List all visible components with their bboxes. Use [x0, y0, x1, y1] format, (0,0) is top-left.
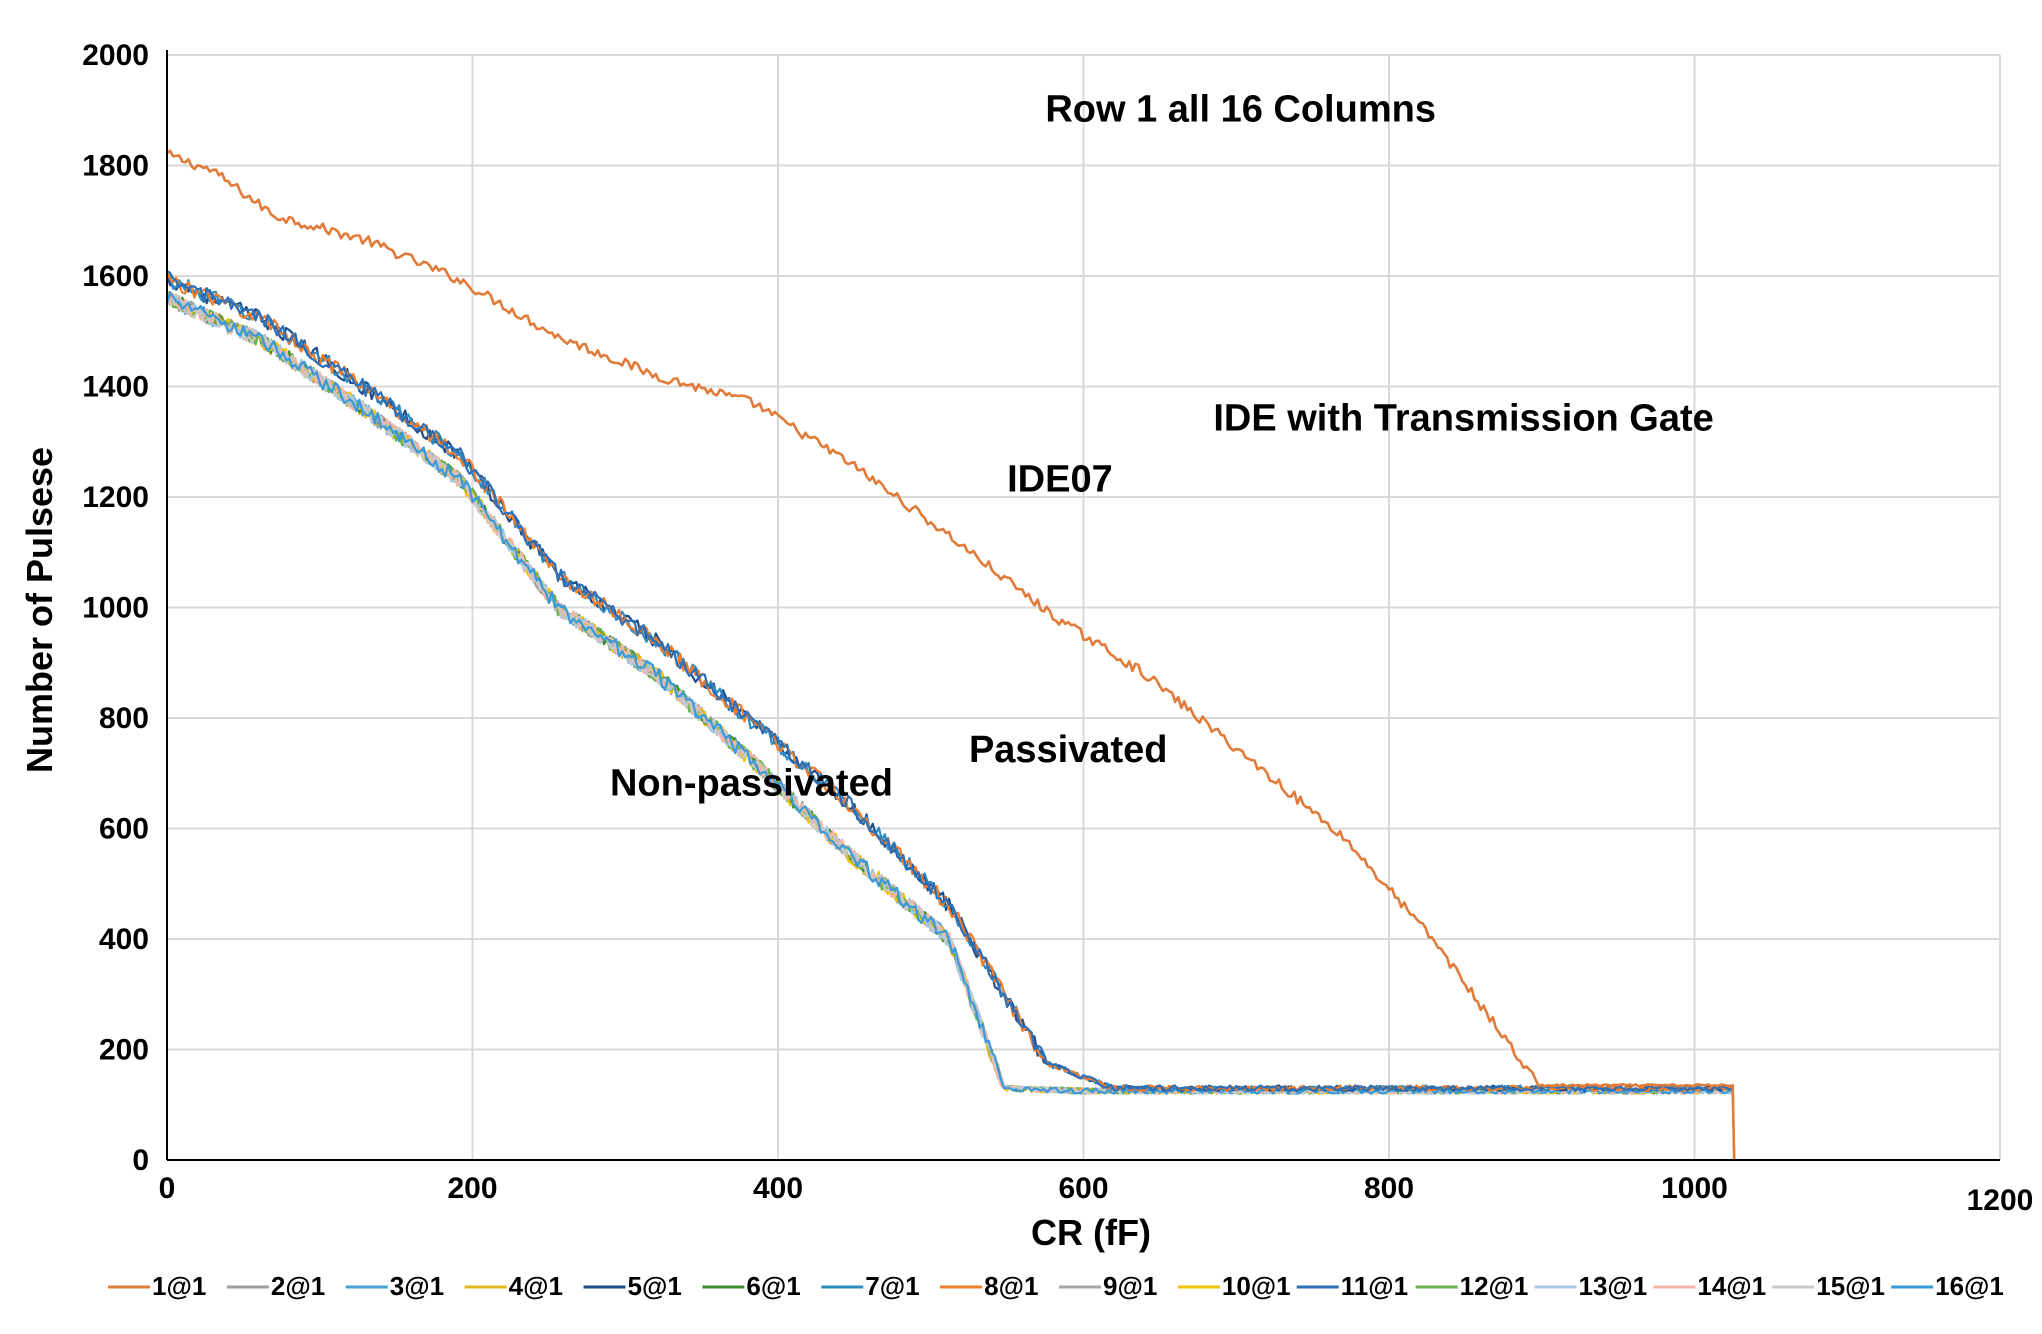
legend-label-7@1: 7@1: [865, 1271, 919, 1301]
legend-label-12@1: 12@1: [1460, 1271, 1529, 1301]
legend-label-6@1: 6@1: [746, 1271, 800, 1301]
legend-label-15@1: 15@1: [1816, 1271, 1885, 1301]
series-layer: [165, 149, 1736, 1161]
annotation-0: Row 1 all 16 Columns: [1045, 88, 1436, 130]
y-tick-label: 0: [132, 1144, 149, 1177]
legend: 1@1 2@1 3@1 4@1 5@1 6@1 7@1 8@1 9@1 10@1 11@1 12@1 1…: [108, 1271, 2004, 1301]
legend-label-3@1: 3@1: [390, 1271, 444, 1301]
legend-label-5@1: 5@1: [628, 1271, 682, 1301]
legend-label-16@1: 16@1: [1935, 1271, 2004, 1301]
series-line-11@1: [166, 270, 1734, 1092]
annotations: Row 1 all 16 Columns IDE with Transmissio…: [610, 88, 1714, 804]
legend-label-8@1: 8@1: [984, 1271, 1038, 1301]
legend-label-11@1: 11@1: [1341, 1271, 1408, 1301]
legend-label-4@1: 4@1: [509, 1271, 563, 1301]
x-tick-label: 800: [1364, 1172, 1414, 1205]
annotation-2: IDE07: [1007, 458, 1113, 500]
axes: [166, 50, 2000, 1161]
x-tick-labels: 0 200 400 600 800 1000 1200: [159, 1172, 2034, 1217]
y-tick-label: 600: [99, 813, 149, 846]
y-tick-labels: 0 200 400 600 800 1000 1200 1400 1600 1800 2000: [82, 39, 149, 1177]
x-tick-label: 0: [159, 1172, 176, 1205]
legend-label-10@1: 10@1: [1222, 1271, 1291, 1301]
y-tick-label: 1200: [82, 481, 149, 514]
annotation-3: Passivated: [969, 729, 1168, 771]
y-tick-label: 1800: [82, 150, 149, 183]
y-tick-label: 400: [99, 923, 149, 956]
annotation-1: IDE with Transmission Gate: [1213, 398, 1713, 440]
legend-label-9@1: 9@1: [1103, 1271, 1157, 1301]
y-tick-label: 800: [99, 702, 149, 735]
grid-lines: [167, 54, 2001, 1160]
y-tick-label: 1000: [82, 592, 149, 625]
x-axis-title: CR (fF): [1031, 1212, 1151, 1253]
y-tick-label: 2000: [82, 39, 149, 72]
x-tick-label: 200: [447, 1172, 497, 1205]
series-line-1@1: [166, 149, 1736, 1161]
x-tick-label: 400: [753, 1172, 803, 1205]
x-tick-label: 600: [1058, 1172, 1108, 1205]
series-line-7@1: [166, 272, 1733, 1092]
y-tick-label: 1600: [82, 260, 149, 293]
legend-label-2@1: 2@1: [271, 1271, 325, 1301]
x-tick-label: 1000: [1661, 1172, 1728, 1205]
y-tick-label: 200: [99, 1034, 149, 1067]
y-axis-title: Number of Pulsese: [19, 447, 60, 773]
annotation-4: Non-passivated: [610, 762, 893, 804]
x-tick-label: 1200: [1967, 1184, 2034, 1217]
series-line-8@1: [166, 272, 1733, 1092]
y-tick-label: 1400: [82, 371, 149, 404]
legend-label-14@1: 14@1: [1697, 1271, 1766, 1301]
legend-label-13@1: 13@1: [1579, 1271, 1648, 1301]
legend-label-1@1: 1@1: [152, 1271, 206, 1301]
